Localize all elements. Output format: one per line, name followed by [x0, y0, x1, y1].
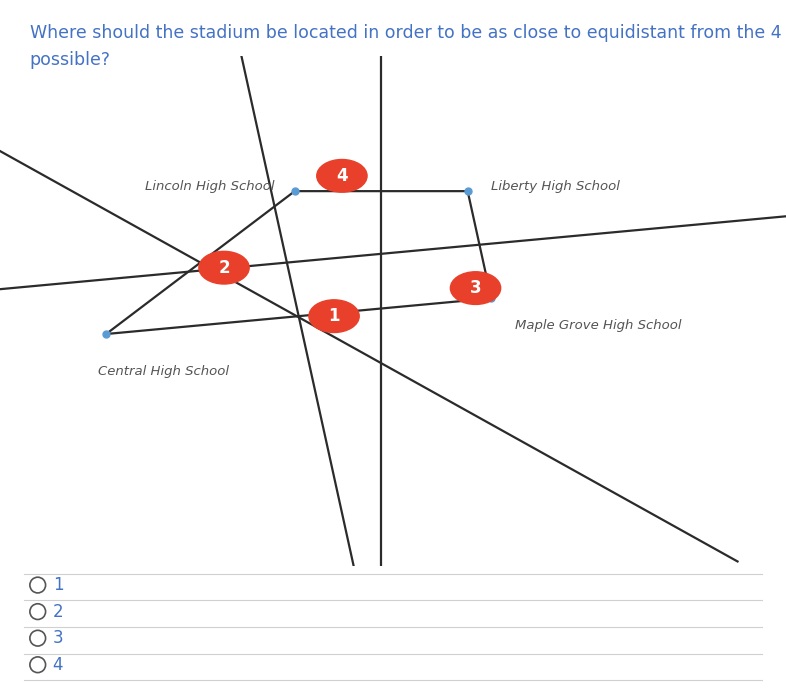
Text: 3: 3	[470, 279, 481, 297]
Text: possible?: possible?	[30, 51, 111, 69]
Text: 1: 1	[53, 576, 64, 594]
Text: 1: 1	[329, 307, 340, 325]
Text: Liberty High School: Liberty High School	[491, 180, 620, 192]
Circle shape	[317, 159, 367, 192]
Text: Where should the stadium be located in order to be as close to equidistant from : Where should the stadium be located in o…	[30, 24, 786, 43]
Circle shape	[450, 272, 501, 305]
Circle shape	[199, 252, 249, 284]
Text: 2: 2	[219, 259, 230, 277]
Circle shape	[309, 300, 359, 333]
Text: 3: 3	[53, 629, 64, 647]
Text: Central High School: Central High School	[98, 365, 230, 377]
Text: Maple Grove High School: Maple Grove High School	[515, 319, 681, 332]
Text: 4: 4	[336, 167, 347, 185]
Text: Lincoln High School: Lincoln High School	[145, 180, 275, 192]
Text: 2: 2	[53, 603, 64, 621]
Text: 4: 4	[53, 656, 63, 674]
